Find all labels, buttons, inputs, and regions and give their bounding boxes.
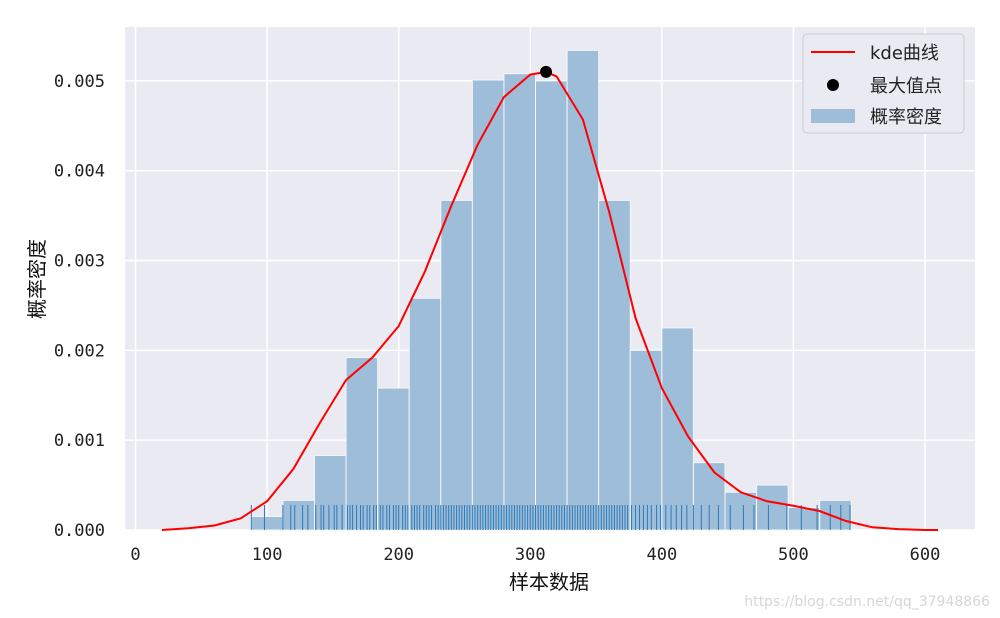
x-tick-label: 500 xyxy=(778,545,809,565)
legend-box xyxy=(802,33,965,134)
max-point-marker xyxy=(540,65,553,78)
histogram-bar xyxy=(724,491,758,531)
x-tick-label: 0 xyxy=(130,545,140,565)
x-tick-label: 300 xyxy=(515,545,546,565)
watermark: https://blog.csdn.net/qq_37948866 xyxy=(744,594,990,610)
legend-max-point-label: 最大值点 xyxy=(870,76,942,97)
legend: kde曲线 最大值点 概率密度 xyxy=(802,33,965,134)
histogram-bar xyxy=(598,199,631,531)
legend-kde-label: kde曲线 xyxy=(870,43,939,64)
histogram-bar xyxy=(503,73,537,531)
y-axis-label: 概率密度 xyxy=(25,239,49,319)
y-tick-label: 0.005 xyxy=(54,72,105,92)
y-tick-label: 0.003 xyxy=(54,252,105,272)
rug-plot xyxy=(250,505,851,530)
y-tick-label: 0.004 xyxy=(54,162,105,182)
legend-density-label: 概率密度 xyxy=(870,107,942,128)
histogram-bar xyxy=(471,79,505,531)
histogram-bar xyxy=(819,499,852,531)
x-tick-label: 400 xyxy=(646,545,677,565)
x-tick-label: 200 xyxy=(383,545,414,565)
histogram-bar xyxy=(408,297,442,531)
y-tick-label: 0.001 xyxy=(54,431,105,451)
histogram-bar xyxy=(345,357,379,531)
histogram-bars xyxy=(250,49,852,531)
histogram-bar xyxy=(535,80,568,531)
histogram-bar xyxy=(250,516,284,531)
x-tick-label: 600 xyxy=(910,545,941,565)
y-tick-label: 0.000 xyxy=(54,521,105,541)
x-axis-label: 样本数据 xyxy=(509,570,589,594)
histogram-bar xyxy=(313,454,347,531)
histogram-bar xyxy=(282,499,315,531)
y-ticks: 0.000 0.001 0.002 0.003 0.004 0.005 xyxy=(54,72,105,541)
histogram-bar xyxy=(566,49,600,531)
histogram-bar xyxy=(756,484,789,531)
histogram-bar xyxy=(440,199,473,531)
x-ticks: 0 100 200 300 400 500 600 xyxy=(130,545,940,565)
histogram-bar xyxy=(661,327,694,531)
legend-density-swatch xyxy=(811,109,855,123)
legend-max-point-swatch xyxy=(827,79,839,91)
x-tick-label: 100 xyxy=(252,545,283,565)
y-tick-label: 0.002 xyxy=(54,341,105,361)
